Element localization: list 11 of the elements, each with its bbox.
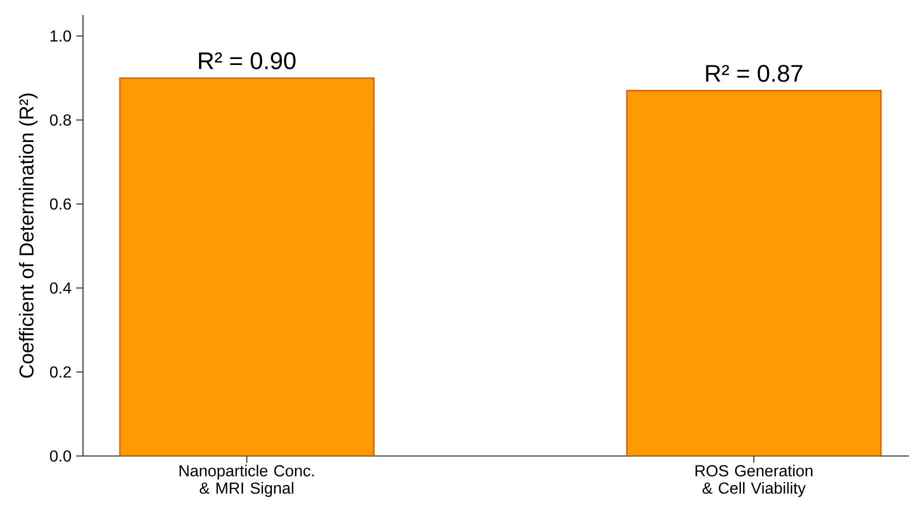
- y-tick-label: 1.0: [50, 30, 72, 42]
- y-tick-label: 0.0: [50, 450, 72, 462]
- y-tick-label: 0.6: [50, 198, 71, 210]
- x-tick-label: ROS Generation & Cell Viability: [696, 464, 812, 497]
- y-axis-title: Coefficient of Determination (R²): [18, 94, 38, 378]
- y-tick-label: 0.2: [50, 366, 71, 378]
- data-label: R² = 0.90: [199, 52, 296, 70]
- y-tick-label: 0.8: [50, 114, 71, 126]
- data-label: R² = 0.87: [706, 64, 802, 82]
- x-tick-label: Nanoparticle Conc. & MRI Signal: [180, 464, 314, 497]
- y-tick-label: 0.4: [50, 282, 72, 294]
